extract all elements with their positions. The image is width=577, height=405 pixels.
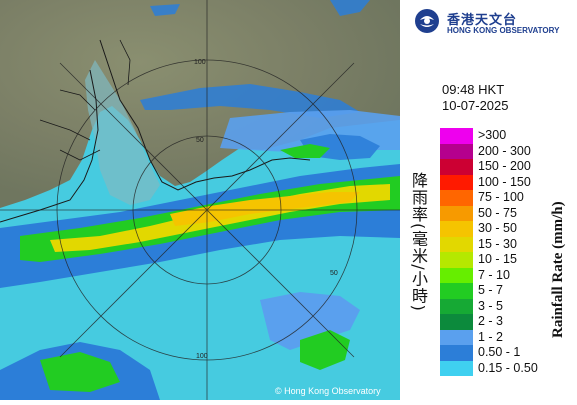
legend-row: >300 [440, 128, 577, 144]
range-label: 50 [196, 137, 204, 144]
legend-swatch [440, 205, 473, 221]
legend-swatch [440, 190, 473, 206]
range-label: 100 [194, 59, 206, 66]
legend-row: 1 - 2 [440, 329, 577, 345]
legend-label: 15 - 30 [478, 236, 517, 251]
copyright-notice: © Hong Kong Observatory [275, 386, 381, 396]
legend-label: 100 - 150 [478, 174, 531, 189]
legend-label: 30 - 50 [478, 221, 517, 235]
legend-swatch [440, 283, 473, 299]
legend-row: 3 - 5 [440, 298, 577, 314]
legend-row: 30 - 50 [440, 221, 577, 237]
legend-row: 50 - 75 [440, 205, 577, 221]
estuary [85, 60, 160, 205]
legend-swatch [440, 267, 473, 283]
range-labels: 50 100 50 100 [194, 59, 338, 360]
legend-row: 7 - 10 [440, 267, 577, 283]
legend-row: 10 - 15 [440, 252, 577, 268]
legend-label: 0.50 - 1 [478, 345, 521, 359]
legend-row: 15 - 30 [440, 236, 577, 252]
range-label: 50 [330, 270, 338, 277]
rain-echoes [0, 0, 400, 400]
legend-label: 7 - 10 [478, 267, 510, 282]
legend-row: 75 - 100 [440, 190, 577, 206]
legend-title-english: Rainfall Rate (mm/h) [550, 201, 566, 339]
legend-swatch [440, 329, 473, 345]
coastline [0, 39, 311, 223]
legend-swatch [440, 298, 473, 314]
legend-label: 50 - 75 [478, 205, 517, 220]
time-label: 09:48 HKT [442, 82, 505, 97]
legend-swatch [440, 314, 473, 330]
legend-label: 1 - 2 [478, 329, 504, 344]
legend-swatch [440, 174, 473, 190]
range-label: 100 [196, 353, 208, 360]
legend-row: 5 - 7 [440, 283, 577, 299]
legend-label: 2 - 3 [478, 314, 504, 328]
legend-label: 150 - 200 [478, 159, 531, 173]
legend-title-chinese: 降雨率(毫米/小時) [409, 172, 428, 312]
legend-panel: 香港天文台 HONG KONG OBSERVATORY 09:48 HKT 10… [400, 0, 577, 400]
legend-label: 3 - 5 [478, 298, 504, 313]
legend-swatch [440, 236, 473, 252]
legend-swatch [440, 128, 473, 144]
legend-label: >300 [478, 128, 507, 142]
logo-english-name: HONG KONG OBSERVATORY [447, 26, 560, 35]
legend-row: 0.50 - 1 [440, 345, 577, 361]
range-rings [0, 0, 400, 400]
legend-row: 150 - 200 [440, 159, 577, 175]
radar-map: 50 100 50 100 © Hong Kong Observatory [0, 0, 400, 400]
legend-label: 75 - 100 [478, 190, 524, 204]
legend-swatch [440, 159, 473, 175]
legend-swatch [440, 221, 473, 237]
legend-swatch [440, 345, 473, 361]
hko-logo-icon [415, 9, 439, 33]
legend-row: 200 - 300 [440, 143, 577, 159]
river-lines [39, 39, 131, 161]
legend-row: 2 - 3 [440, 314, 577, 330]
logo-chinese-name: 香港天文台 [447, 13, 518, 28]
legend-label: 10 - 15 [478, 252, 517, 266]
legend-row: 0.15 - 0.50 [440, 360, 577, 376]
legend-label: 200 - 300 [478, 143, 531, 158]
radar-map-svg: 50 100 50 100 [0, 0, 400, 400]
legend-swatch [440, 252, 473, 268]
legend-swatch [440, 143, 473, 159]
legend-label: 0.15 - 0.50 [478, 360, 538, 375]
date-label: 10-07-2025 [442, 98, 509, 113]
timestamp: 09:48 HKT 10-07-2025 [442, 82, 509, 114]
legend-label: 5 - 7 [478, 283, 504, 297]
legend-swatch [440, 360, 473, 376]
legend-row: 100 - 150 [440, 174, 577, 190]
